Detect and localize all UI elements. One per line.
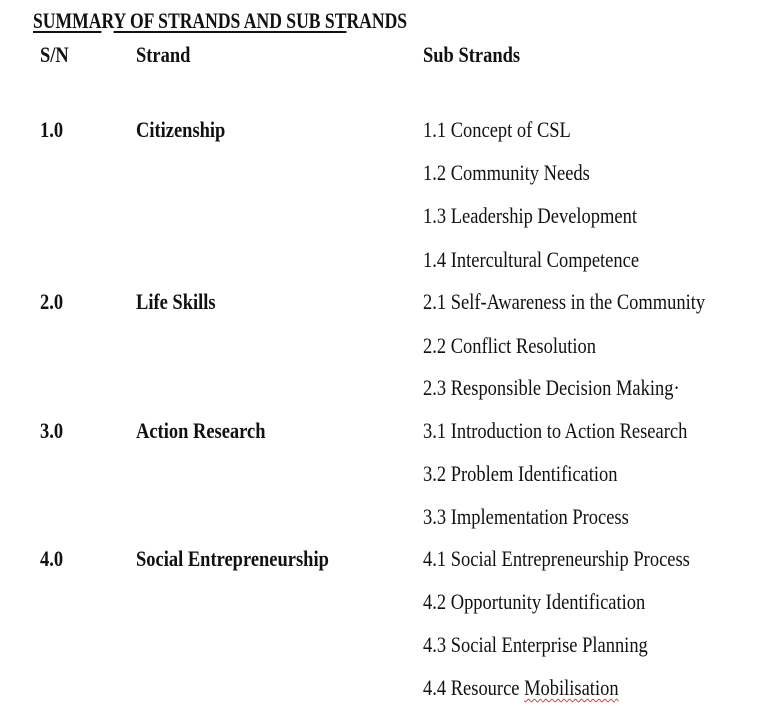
sub-strand: 1.1 Concept of CSL: [423, 117, 571, 142]
strand-name: Social Entrepreneurship: [136, 546, 329, 571]
strand-sn: 2.0: [40, 289, 64, 314]
sub-strand: 4.4 Resource Mobilisation: [423, 675, 619, 701]
sub-strand: 4.2 Opportunity Identification: [423, 589, 646, 614]
header-sub-strands: Sub Strands: [423, 42, 521, 67]
sub-strand: 3.2 Problem Identification: [423, 461, 618, 486]
title-segment: RANDS: [346, 8, 408, 33]
title-segment: R: [101, 8, 114, 33]
strand-sn: 3.0: [40, 418, 64, 443]
sub-strand: 4.1 Social Entrepreneurship Process: [423, 546, 690, 571]
strand-sn: 4.0: [40, 546, 64, 571]
sub-strand: 3.1 Introduction to Action Research: [423, 418, 688, 443]
sub-strand: 1.2 Community Needs: [423, 160, 590, 185]
sub-strand: 2.2 Conflict Resolution: [423, 333, 597, 358]
header-strand: Strand: [136, 42, 191, 67]
title-segment: SUMMA: [33, 8, 102, 33]
strand-name: Action Research: [136, 418, 266, 443]
sub-strand: 1.4 Intercultural Competence: [423, 247, 640, 272]
sub-strand-text: 4.4 Resource: [423, 675, 525, 700]
title-segment: Y OF STRANDS AND SUB ST: [113, 8, 347, 33]
header-sn: S/N: [40, 42, 69, 67]
strand-name: Citizenship: [136, 117, 226, 142]
document-title: SUMMARY OF STRANDS AND SUB STRANDS: [33, 8, 407, 34]
sub-strand: 2.3 Responsible Decision Making·: [423, 375, 680, 400]
strand-sn: 1.0: [40, 117, 64, 142]
sub-strand: 2.1 Self-Awareness in the Community: [423, 289, 706, 314]
sub-strand: 4.3 Social Enterprise Planning: [423, 632, 648, 657]
spellcheck-flagged-word: Mobilisation: [524, 675, 619, 700]
strand-name: Life Skills: [136, 289, 216, 314]
sub-strand: 1.3 Leadership Development: [423, 203, 638, 228]
sub-strand: 3.3 Implementation Process: [423, 504, 629, 529]
